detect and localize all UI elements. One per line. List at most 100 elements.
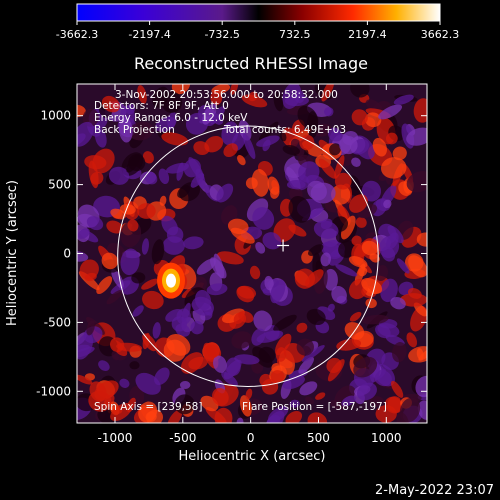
heatmap-cell	[129, 361, 140, 370]
y-axis-ticks: -1000 -500 0 500 1000	[36, 109, 427, 398]
heatmap-cell	[141, 238, 149, 255]
heatmap-cell	[361, 240, 378, 256]
heatmap-cell	[374, 368, 386, 380]
heatmap-cell	[282, 375, 305, 390]
colorbar-tick-label: 2197.4	[348, 28, 387, 41]
heatmap-cell	[152, 322, 161, 339]
heatmap-cell	[252, 207, 275, 230]
heatmap-cell	[369, 253, 380, 263]
heatmap-cell	[381, 157, 407, 179]
heatmap-cell	[320, 218, 333, 230]
heatmap-cell	[324, 107, 334, 117]
heatmap-cell	[167, 409, 183, 423]
heatmap-cell	[361, 278, 383, 295]
heatmap-cell	[137, 85, 147, 104]
y-tick-label: -500	[44, 315, 71, 329]
heatmap-cell	[387, 225, 404, 244]
heatmap-cell	[128, 121, 154, 141]
plot-area	[76, 83, 428, 424]
heatmap-cell	[327, 303, 335, 312]
heatmap-cell	[334, 172, 352, 190]
heatmap-cell	[270, 279, 286, 304]
heatmap-cell	[385, 132, 398, 145]
heatmap-cell	[264, 275, 274, 291]
heatmap-cell	[145, 411, 157, 422]
heatmap-cell	[204, 135, 224, 153]
heatmap-cell	[166, 334, 191, 356]
heatmap-cell	[86, 320, 95, 336]
heatmap-cell	[335, 264, 358, 277]
heatmap-cell	[92, 148, 115, 174]
heatmap-cell	[353, 356, 378, 378]
heatmap-cell	[188, 356, 208, 370]
heatmap-cell	[320, 252, 331, 267]
heatmap-cell	[296, 338, 314, 356]
heatmap-cell	[351, 235, 362, 246]
colorbar-ticks: -3662.3 -2197.4 -732.5 732.5 2197.4 3662.3	[56, 21, 459, 41]
heatmap-cell	[289, 399, 300, 408]
heatmap-cell	[307, 412, 328, 423]
heatmap-cell	[380, 278, 398, 303]
heatmap-cell	[262, 232, 282, 250]
heatmap-cell	[151, 239, 165, 265]
heatmap-cell	[190, 320, 204, 335]
heatmap-cell	[158, 168, 170, 185]
heatmap-cell	[415, 375, 427, 398]
heatmap-cell	[273, 92, 284, 112]
heatmap-cell	[406, 332, 418, 348]
heatmap-cell	[331, 184, 351, 205]
heatmap-cell	[330, 400, 345, 411]
heatmap-cell	[137, 203, 156, 219]
heatmap-cell	[171, 84, 191, 95]
heatmap-cell	[239, 395, 252, 417]
heatmap-cell	[96, 276, 113, 295]
heatmap-cell	[108, 166, 130, 185]
heatmap-cell	[174, 394, 195, 415]
y-tick-label: -1000	[36, 384, 71, 398]
heatmap-cell	[77, 228, 90, 239]
heatmap-cell	[119, 204, 136, 215]
heatmap-cell	[331, 286, 347, 304]
heatmap-cell	[288, 195, 311, 223]
heatmap-cell	[396, 258, 410, 274]
heatmap-cell	[223, 359, 242, 380]
heatmap-cell	[270, 370, 285, 383]
heatmap-cell	[294, 90, 305, 103]
x-tick-label: 500	[307, 431, 330, 445]
heatmap-texture	[77, 84, 427, 423]
heatmap-cell	[106, 220, 123, 234]
heatmap-cell	[206, 283, 228, 296]
colorbar-tick-label: -3662.3	[56, 28, 98, 41]
heatmap-cell	[223, 143, 238, 158]
heatmap-cell	[255, 242, 266, 254]
heatmap-cell	[301, 345, 325, 362]
spin-axis-cross-marker	[277, 239, 290, 252]
heatmap-cell	[296, 322, 308, 333]
heatmap-cell	[349, 194, 368, 213]
footer-date: 2-May-2022 23:07	[375, 483, 494, 498]
heatmap-cell	[267, 176, 280, 195]
heatmap-cell	[237, 154, 246, 166]
heatmap-cell	[256, 330, 284, 343]
y-axis-label: Heliocentric Y (arcsec)	[5, 180, 20, 326]
solar-limb-circle	[117, 125, 379, 387]
heatmap-cell	[242, 133, 256, 160]
x-tick-label: 1000	[371, 431, 402, 445]
heatmap-cell	[273, 314, 297, 332]
heatmap-cell	[294, 268, 316, 289]
heatmap-cell	[191, 296, 214, 316]
colorbar-tick-label: -2197.4	[128, 28, 170, 41]
time-range-label: 3-Nov-2002 20:53:56.000 to 20:58:32.000	[115, 89, 338, 101]
heatmap-cell	[298, 356, 314, 374]
heatmap-cell	[355, 217, 367, 228]
heatmap-cell	[326, 357, 342, 374]
heatmap-cell	[97, 408, 116, 423]
heatmap-cell	[350, 84, 370, 98]
heatmap-cell	[396, 412, 409, 423]
y-tick-label: 1000	[40, 109, 71, 123]
heatmap-cell	[166, 226, 184, 243]
heatmap-cell	[179, 380, 191, 390]
heatmap-cell	[348, 256, 368, 268]
method-label: Back Projection	[94, 124, 175, 136]
heatmap-cell	[177, 185, 190, 198]
